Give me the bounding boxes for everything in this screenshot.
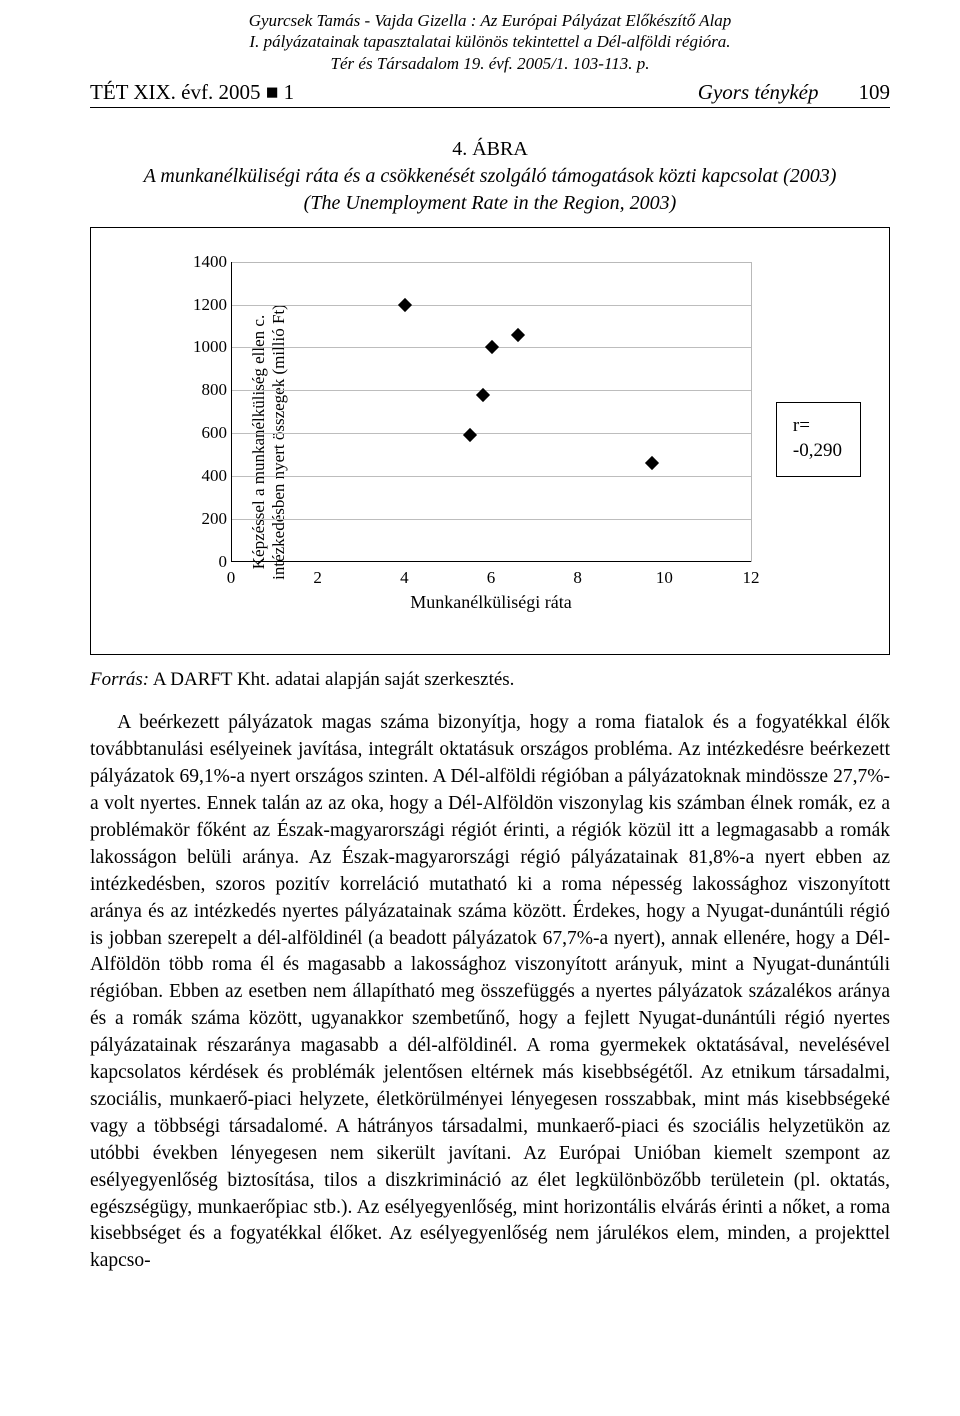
page: Gyurcsek Tamás - Vajda Gizella : Az Euró…: [0, 0, 960, 1416]
y-tick-label: 1200: [193, 295, 227, 315]
x-tick-label: 2: [313, 568, 322, 588]
legend-r-value: -0,290: [793, 438, 842, 464]
running-page-number: 109: [859, 80, 891, 105]
gridline: [232, 390, 751, 391]
data-point: [463, 428, 477, 442]
figure-title: A munkanélküliségi ráta és a csökkenését…: [90, 163, 890, 190]
y-tick-label: 800: [193, 380, 227, 400]
data-point: [645, 456, 659, 470]
scatter-chart: Képzéssel a munkanélküliség ellen c. int…: [113, 252, 867, 632]
y-tick-label: 400: [193, 466, 227, 486]
figure-number: 4. ÁBRA: [90, 136, 890, 163]
gridline: [232, 262, 751, 263]
gridline: [232, 433, 751, 434]
body-paragraph: A beérkezett pályázatok magas száma bizo…: [90, 710, 890, 1275]
figure-caption: 4. ÁBRA A munkanélküliségi ráta és a csö…: [90, 136, 890, 217]
data-point: [511, 328, 525, 342]
x-tick-label: 10: [656, 568, 673, 588]
gridline: [232, 519, 751, 520]
header-line-2: I. pályázatainak tapasztalatai különös t…: [90, 31, 890, 52]
header-line-3: Tér és Társadalom 19. évf. 2005/1. 103-1…: [90, 53, 890, 74]
legend-r-label: r=: [793, 413, 842, 439]
data-point: [398, 298, 412, 312]
x-tick-label: 4: [400, 568, 409, 588]
gridline: [232, 305, 751, 306]
source-text: A DARFT Kht. adatai alapján saját szerke…: [149, 669, 514, 690]
header-line-1: Gyurcsek Tamás - Vajda Gizella : Az Euró…: [90, 10, 890, 31]
y-tick-label: 1400: [193, 252, 227, 272]
gridline: [232, 476, 751, 477]
figure-source: Forrás: A DARFT Kht. adatai alapján sajá…: [90, 669, 890, 691]
chart-frame: Képzéssel a munkanélküliség ellen c. int…: [90, 227, 890, 655]
y-tick-label: 0: [193, 552, 227, 572]
data-point: [485, 340, 499, 354]
y-tick-label: 1000: [193, 337, 227, 357]
x-tick-label: 0: [227, 568, 236, 588]
running-header: TÉT XIX. évf. 2005 ■ 1 Gyors ténykép 109: [90, 80, 890, 108]
figure-subtitle: (The Unemployment Rate in the Region, 20…: [90, 190, 890, 217]
legend-box: r= -0,290: [776, 402, 861, 477]
source-label: Forrás:: [90, 669, 149, 690]
plot-area: [231, 262, 751, 562]
x-tick-label: 8: [573, 568, 582, 588]
x-axis-label: Munkanélküliségi ráta: [231, 592, 751, 613]
x-tick-label: 12: [743, 568, 760, 588]
running-left: TÉT XIX. évf. 2005 ■ 1: [90, 80, 294, 105]
x-tick-label: 6: [487, 568, 496, 588]
y-tick-label: 600: [193, 423, 227, 443]
running-center: Gyors ténykép: [294, 80, 858, 105]
document-header: Gyurcsek Tamás - Vajda Gizella : Az Euró…: [90, 10, 890, 74]
data-point: [476, 388, 490, 402]
y-tick-label: 200: [193, 509, 227, 529]
